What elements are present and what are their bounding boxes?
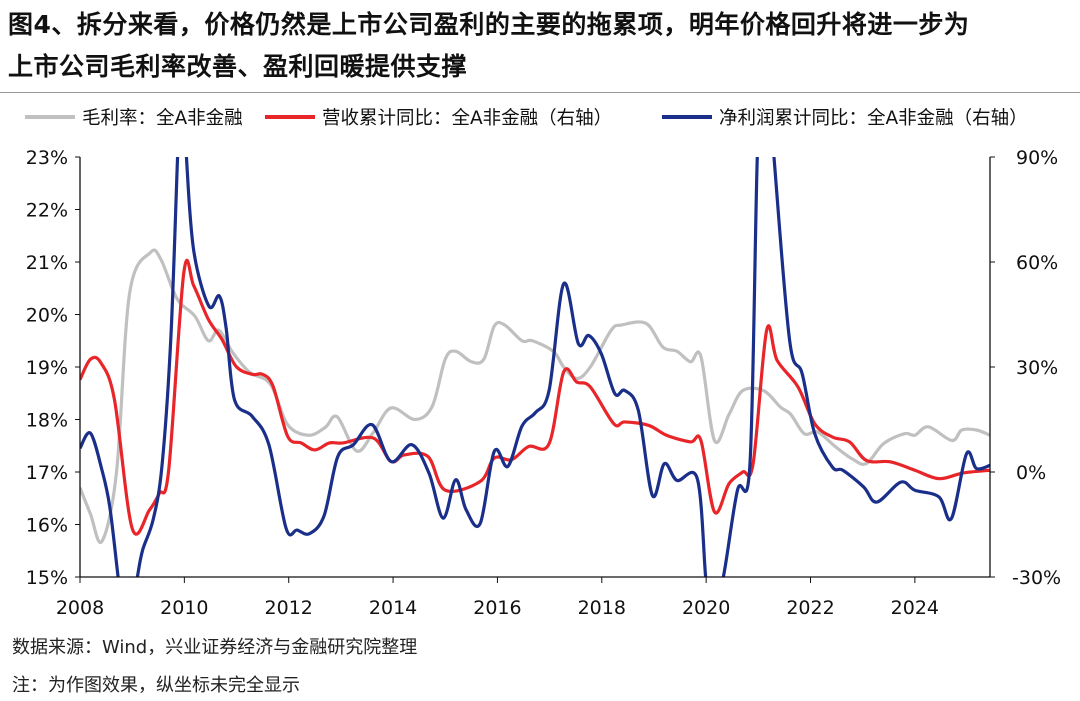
series-revenue-line: [80, 258, 990, 536]
x-axis-tick-label: 2024: [891, 597, 939, 619]
left-axis-tick-label: 16%: [26, 515, 68, 537]
x-axis-tick-label: 2014: [369, 597, 417, 619]
x-axis-tick-label: 2020: [682, 597, 730, 619]
x-axis-tick-label: 2012: [265, 597, 313, 619]
series-gross-margin-line: [80, 248, 990, 545]
series-net-profit-line: [80, 157, 990, 577]
legend-swatch-gross-margin: [25, 115, 75, 119]
x-axis-tick-label: 2010: [160, 597, 208, 619]
legend-label-net-profit: 净利润累计同比：全A非金融（右轴）: [719, 108, 1028, 129]
right-axis-tick-label: 60%: [1016, 252, 1058, 274]
source-note: 数据来源：Wind，兴业证券经济与金融研究院整理: [12, 637, 418, 658]
chart-title: 图4、拆分来看，价格仍然是上市公司盈利的主要的拖累项，明年价格回升将进一步为 上…: [8, 4, 1078, 88]
x-axis-tick-label: 2008: [56, 597, 104, 619]
x-axis-tick-label: 2022: [786, 597, 834, 619]
legend-label-revenue: 营收累计同比：全A非金融（右轴）: [322, 108, 613, 129]
x-axis-tick-label: 2018: [578, 597, 626, 619]
right-axis-tick-label: 0%: [1016, 462, 1046, 484]
legend-label-gross-margin: 毛利率：全A非金融: [82, 108, 243, 129]
footnote: 注：为作图效果，纵坐标未完全显示: [12, 675, 300, 696]
left-axis-tick-label: 17%: [26, 462, 68, 484]
x-axis-tick-label: 2016: [473, 597, 521, 619]
legend-item-revenue: 营收累计同比：全A非金融（右轴）: [265, 104, 612, 130]
legend-item-net-profit: 净利润累计同比：全A非金融（右轴）: [662, 104, 1028, 130]
legend-item-gross-margin: 毛利率：全A非金融: [25, 104, 243, 130]
right-axis-tick-label: 30%: [1016, 357, 1058, 379]
title-line-2: 上市公司毛利率改善、盈利回暖提供支撑: [8, 52, 468, 81]
left-axis-tick-label: 15%: [26, 567, 68, 589]
left-axis-tick-label: 19%: [26, 357, 68, 379]
left-axis-tick-label: 22%: [26, 200, 68, 222]
legend-swatch-revenue: [265, 115, 315, 119]
left-axis-tick-label: 21%: [26, 252, 68, 274]
legend-swatch-net-profit: [662, 115, 712, 119]
left-axis-tick-label: 20%: [26, 305, 68, 327]
title-divider: [0, 92, 1080, 93]
legend: 毛利率：全A非金融 营收累计同比：全A非金融（右轴） 净利润累计同比：全A非金融…: [0, 104, 1080, 132]
right-axis-tick-label: 90%: [1016, 147, 1058, 169]
right-axis-tick-label: -30%: [1012, 567, 1061, 589]
title-line-1: 图4、拆分来看，价格仍然是上市公司盈利的主要的拖累项，明年价格回升将进一步为: [8, 10, 970, 39]
left-axis-tick-label: 18%: [26, 410, 68, 432]
left-axis-tick-label: 23%: [26, 147, 68, 169]
